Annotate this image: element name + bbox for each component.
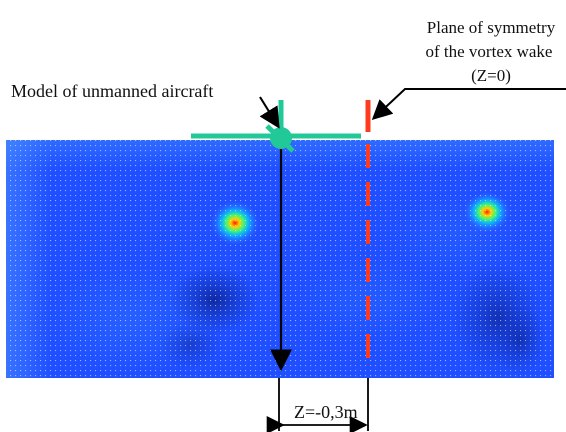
plane-label-arrow xyxy=(371,88,566,121)
z-offset-dimension xyxy=(266,378,369,432)
plane-title-line-1: Plane of symmetry xyxy=(427,18,556,37)
flow-field xyxy=(6,140,554,378)
model-label: Model of unmanned aircraft xyxy=(11,81,213,101)
plane-title-line-3: (Z=0) xyxy=(471,66,511,85)
aircraft-model xyxy=(191,100,361,153)
model-label-arrow xyxy=(259,96,280,129)
plane-title-line-2: of the vortex wake xyxy=(426,42,553,61)
z-offset-label: Z=-0,3m xyxy=(294,402,358,422)
